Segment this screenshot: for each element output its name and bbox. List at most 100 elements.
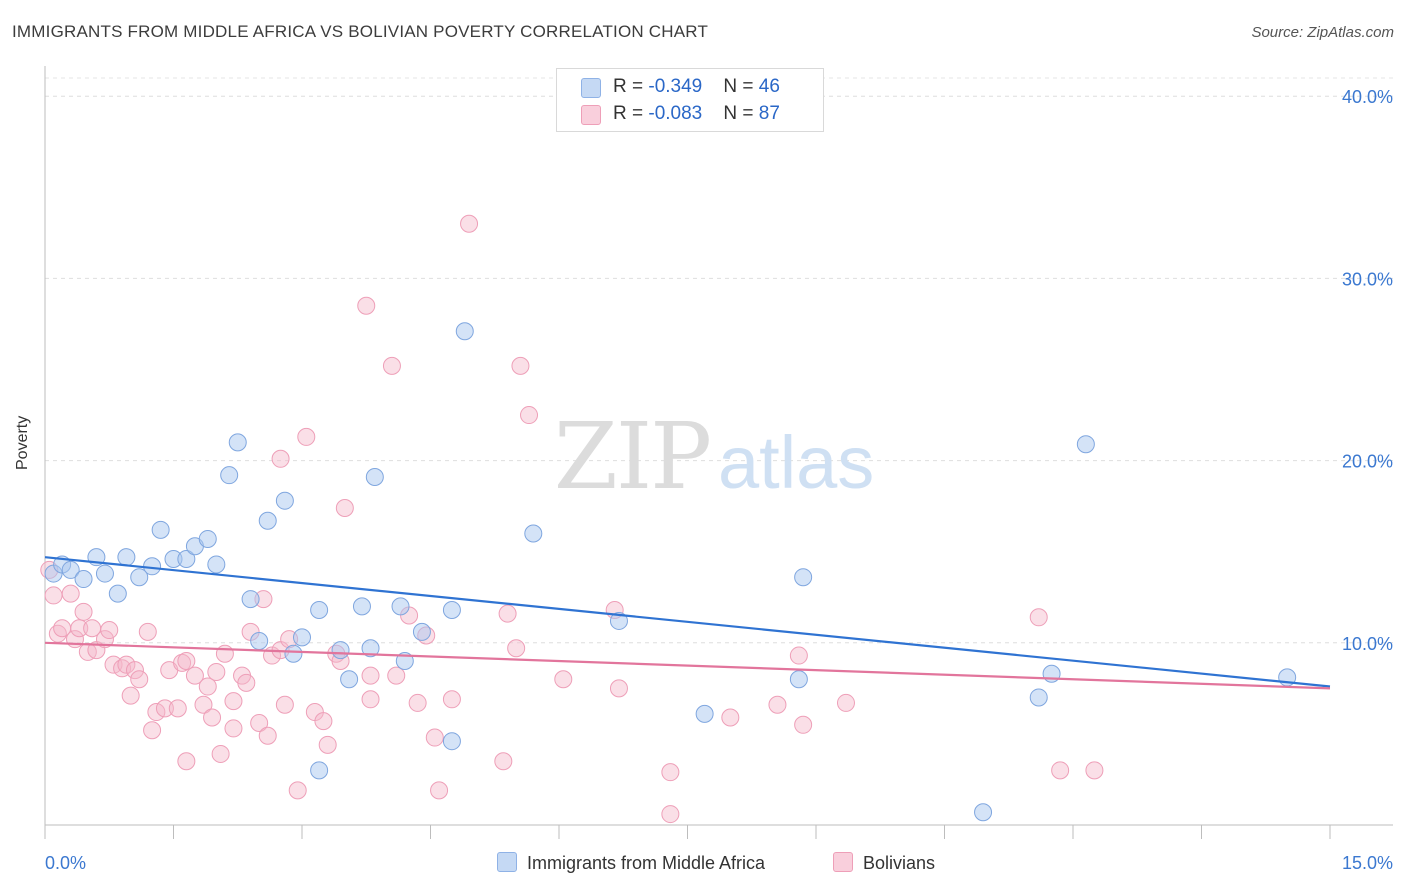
data-point-bolivians [258,726,277,745]
data-point-middle-africa [293,628,311,647]
data-point-middle-africa [455,322,474,341]
data-point-bolivians [442,690,461,709]
data-point-bolivians [768,695,787,714]
data-point-middle-africa [61,560,80,579]
data-point-bolivians [155,699,174,718]
data-point-middle-africa [250,631,269,650]
data-point-bolivians [507,639,526,658]
data-point-bolivians [1029,608,1048,627]
bottom-legend-middle-africa: Immigrants from Middle Africa [497,852,765,874]
data-point-bolivians [224,719,243,738]
data-point-middle-africa [108,584,127,603]
data-point-bolivians [237,673,256,692]
data-point-middle-africa [1029,688,1048,707]
bottom-legend-label: Immigrants from Middle Africa [527,853,766,873]
data-point-bolivians [314,712,333,731]
legend-n-label: N = [723,103,759,124]
data-point-bolivians [207,662,226,681]
data-point-bolivians [215,644,234,663]
data-point-middle-africa [524,524,543,543]
data-point-middle-africa [391,597,410,616]
data-point-bolivians [318,735,337,754]
bottom-legend-bolivians: Bolivians [833,852,935,874]
data-point-middle-africa [442,732,461,751]
data-point-bolivians [194,695,213,714]
watermark-zip: ZIP [554,403,710,510]
data-point-bolivians [185,666,204,685]
data-point-middle-africa [117,548,136,567]
y-tick-label: 20.0% [1342,452,1393,472]
legend-r-label: R = [613,103,649,124]
data-point-bolivians [44,586,63,605]
data-point-middle-africa [361,639,380,658]
legend-n-label: N = [723,76,759,97]
series-bolivians [40,214,1104,824]
data-point-middle-africa [1076,435,1095,454]
data-point-middle-africa [352,597,371,616]
data-point-bolivians [271,449,290,468]
data-point-bolivians [198,677,217,696]
data-point-middle-africa [609,611,628,630]
data-point-bolivians [361,666,380,685]
data-point-bolivians [177,652,196,671]
data-point-middle-africa [310,761,329,780]
x-tick-label: 15.0% [1342,853,1393,873]
data-point-bolivians [211,744,230,763]
data-point-bolivians [789,646,808,665]
data-point-bolivians [138,622,157,641]
data-point-bolivians [425,728,444,747]
data-point-middle-africa [220,466,239,485]
data-point-bolivians [1051,761,1070,780]
gridlines [45,77,1393,644]
data-point-middle-africa [340,670,359,689]
data-point-middle-africa [974,803,993,822]
y-tick-label: 40.0% [1342,87,1393,107]
data-point-bolivians [387,666,406,685]
chart-title: IMMIGRANTS FROM MIDDLE AFRICA VS BOLIVIA… [12,22,709,41]
data-point-bolivians [168,699,187,718]
data-point-bolivians [203,708,222,727]
trend-line-middle-africa [44,556,1331,688]
data-point-middle-africa [130,568,149,587]
data-point-bolivians [408,693,427,712]
data-point-middle-africa [95,564,114,583]
legend-swatch-blue [581,78,601,98]
data-point-bolivians [335,498,354,517]
data-point-bolivians [357,296,376,315]
data-point-bolivians [288,781,307,800]
watermark-atlas: atlas [718,421,874,504]
series-middle-africa [44,322,1297,822]
data-point-middle-africa [695,704,714,723]
tick-labels: 10.0% 20.0% 30.0% 40.0% 0.0% 15.0% [45,87,1393,873]
data-point-middle-africa [258,511,277,530]
data-point-middle-africa [310,601,329,620]
data-point-middle-africa [228,433,247,452]
data-point-middle-africa [74,570,93,589]
data-point-bolivians [297,427,316,446]
data-point-bolivians [1085,761,1104,780]
data-point-bolivians [74,602,93,621]
data-point-middle-africa [794,568,813,587]
data-point-bolivians [511,356,530,375]
data-point-bolivians [95,630,114,649]
data-point-bolivians [430,781,449,800]
x-tick-label: 0.0% [45,853,86,873]
data-point-bolivians [494,752,513,771]
data-point-bolivians [121,686,140,705]
legend-swatch-pink [581,105,601,125]
data-point-bolivians [382,356,401,375]
legend-r-label: R = [613,76,649,97]
data-point-bolivians [143,721,162,740]
data-point-bolivians [130,670,149,689]
data-point-bolivians [609,679,628,698]
data-point-middle-africa [789,670,808,689]
data-point-bolivians [794,715,813,734]
data-point-bolivians [836,693,855,712]
data-point-middle-africa [275,491,294,510]
y-axis-label: Poverty [14,415,31,470]
data-point-bolivians [661,763,680,782]
legend-n-value: 87 [758,103,780,124]
data-point-bolivians [125,661,144,680]
data-point-middle-africa [412,622,431,641]
